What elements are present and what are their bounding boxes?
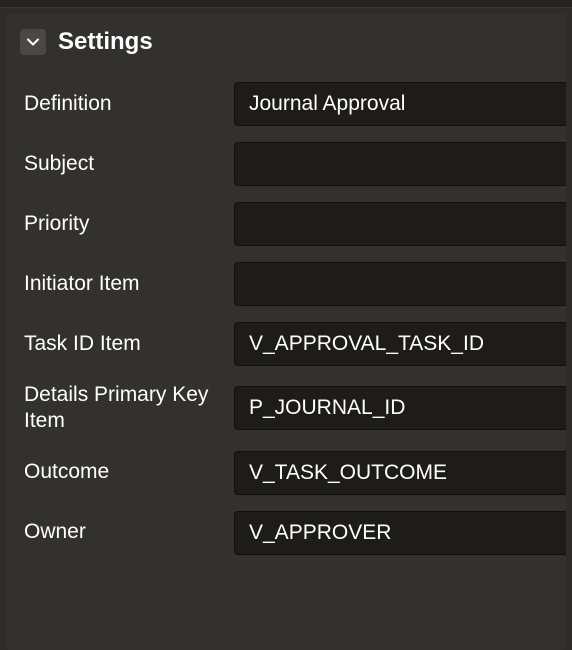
row-owner: Owner <box>6 503 566 563</box>
form-body: Definition Subject Priority Initiator It… <box>6 66 566 563</box>
row-outcome: Outcome <box>6 443 566 503</box>
row-details-pk: Details Primary Key Item <box>6 374 566 443</box>
input-outcome[interactable] <box>234 451 566 495</box>
input-priority[interactable] <box>234 202 566 246</box>
section-header: Settings <box>6 14 566 66</box>
top-divider <box>0 0 572 8</box>
row-task-id: Task ID Item <box>6 314 566 374</box>
input-details-pk[interactable] <box>234 386 566 430</box>
label-priority: Priority <box>24 211 234 237</box>
row-priority: Priority <box>6 194 566 254</box>
input-owner[interactable] <box>234 511 566 555</box>
settings-panel: Settings Definition Subject Priority Ini… <box>6 14 566 650</box>
label-subject: Subject <box>24 151 234 177</box>
label-details-pk: Details Primary Key Item <box>24 382 234 435</box>
row-initiator: Initiator Item <box>6 254 566 314</box>
label-outcome: Outcome <box>24 459 234 485</box>
collapse-toggle[interactable] <box>20 29 46 55</box>
input-initiator[interactable] <box>234 262 566 306</box>
row-definition: Definition <box>6 74 566 134</box>
label-task-id: Task ID Item <box>24 331 234 357</box>
row-subject: Subject <box>6 134 566 194</box>
input-subject[interactable] <box>234 142 566 186</box>
chevron-down-icon <box>26 35 40 49</box>
label-definition: Definition <box>24 91 234 117</box>
input-definition[interactable] <box>234 82 566 126</box>
input-task-id[interactable] <box>234 322 566 366</box>
label-owner: Owner <box>24 519 234 545</box>
label-initiator: Initiator Item <box>24 271 234 297</box>
section-title: Settings <box>58 28 153 56</box>
